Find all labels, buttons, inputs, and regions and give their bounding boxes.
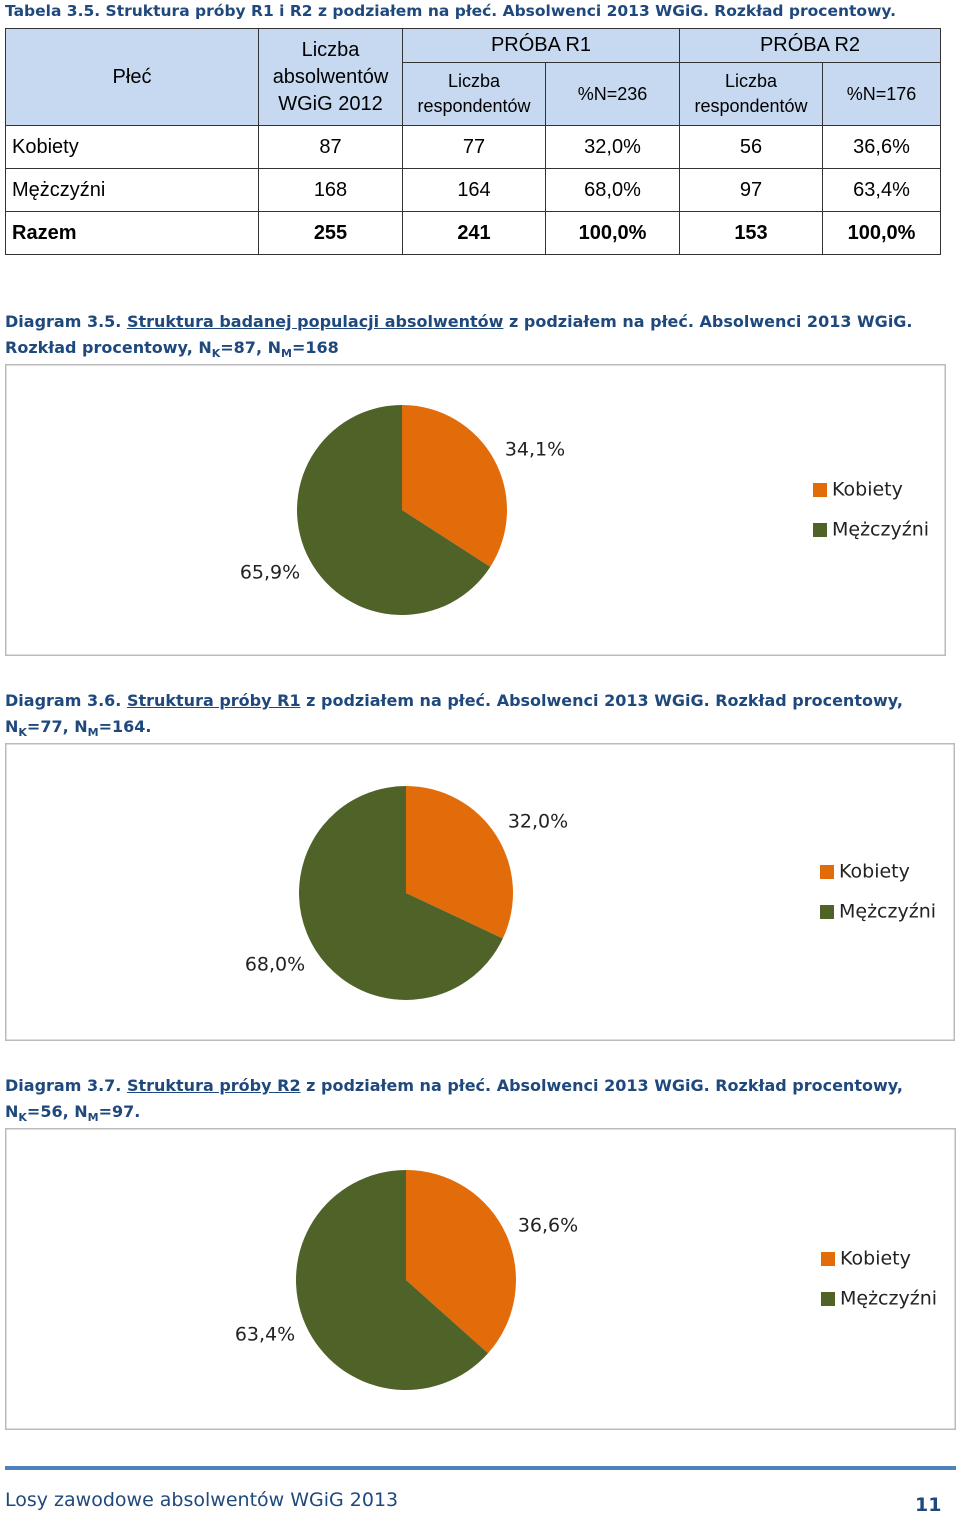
legend-label: Mężczyźni — [832, 519, 929, 541]
header-cell: %N=176 — [822, 62, 941, 126]
caption-text: M — [280, 347, 292, 361]
table-cell: 168 — [258, 168, 403, 212]
legend-swatch — [820, 905, 834, 919]
pie-chart: 32,0% Kobiety 68,0% Mężczyźni — [5, 743, 955, 1041]
header-text: Liczba — [301, 38, 360, 61]
caption-text: =164. — [98, 717, 152, 736]
table-cell: Mężczyźni — [5, 168, 259, 212]
caption-text: Struktura badanej populacji absolwentów — [126, 312, 504, 331]
caption-text: Diagram 3.7. — [5, 1076, 127, 1095]
caption-text: Diagram 3.6. — [5, 691, 127, 710]
table-cell: 32,0% — [545, 125, 680, 169]
legend-swatch — [821, 1252, 835, 1266]
header-cell: Liczba respondentów — [402, 62, 546, 126]
pie-slice — [402, 405, 507, 567]
caption-text: K — [211, 347, 221, 361]
data-label: 36,6% — [518, 1215, 578, 1237]
data-label: 34,1% — [505, 439, 565, 461]
table-caption: Tabela 3.5. Struktura próby R1 i R2 z po… — [5, 2, 896, 20]
caption-text: =56, N — [26, 1102, 88, 1121]
caption-text: =87, N — [220, 338, 281, 357]
table-cell: Razem — [5, 211, 259, 255]
caption-text: =168 — [291, 338, 339, 357]
caption-text: Struktura próby R1 — [126, 691, 301, 710]
caption-text: K — [18, 1111, 27, 1125]
caption-text: z podziałem na płeć. Absolwenci 2013 WGi… — [5, 1076, 904, 1121]
caption-text: K — [18, 726, 27, 740]
header-text: Liczba — [447, 71, 501, 91]
caption-text: M — [87, 726, 99, 740]
legend-swatch — [821, 1292, 835, 1306]
table-cell: 241 — [402, 211, 546, 255]
table-cell: 56 — [679, 125, 823, 169]
caption-text: Struktura próby R2 — [126, 1076, 301, 1095]
pie-chart: 34,1% Kobiety 65,9% Mężczyźni — [5, 364, 946, 656]
caption-text: =97. — [98, 1102, 141, 1121]
chart-caption: Diagram 3.7. Struktura próby R2 z podzia… — [5, 1073, 955, 1131]
header-text: respondentów — [694, 96, 808, 116]
table-cell: 63,4% — [822, 168, 941, 212]
table-cell: 36,6% — [822, 125, 941, 169]
pie-slice — [406, 1170, 516, 1354]
table-cell: 100,0% — [822, 211, 941, 255]
table-cell: Kobiety — [5, 125, 259, 169]
pie-slice — [295, 1170, 489, 1390]
footer-text: Losy zawodowe absolwentów WGiG 2013 — [5, 1489, 399, 1511]
caption-text: Diagram 3.5. — [5, 312, 127, 331]
legend-label: Kobiety — [840, 1248, 911, 1270]
legend-label: Kobiety — [832, 479, 903, 501]
legend-label: Mężczyźni — [840, 1288, 937, 1310]
header-cell: PRÓBA R1 — [402, 28, 680, 63]
legend-swatch — [820, 865, 834, 879]
table-cell: 77 — [402, 125, 546, 169]
pie-slice — [299, 786, 503, 1000]
table: Płeć Liczba absolwentów WGiG 2012 PRÓBA R1… — [5, 28, 941, 255]
table-cell: 164 — [402, 168, 546, 212]
data-label: 32,0% — [508, 811, 568, 833]
caption-text: z podziałem na płeć. Absolwenci 2013 WGi… — [5, 312, 913, 357]
header-text: Liczba — [724, 71, 778, 91]
header-text: WGiG 2012 — [278, 92, 383, 115]
table-cell: 68,0% — [545, 168, 680, 212]
legend-label: Kobiety — [839, 861, 910, 883]
legend-swatch — [813, 483, 827, 497]
legend-swatch — [813, 523, 827, 537]
table-cell: 153 — [679, 211, 823, 255]
header-text: respondentów — [417, 96, 531, 116]
header-text: absolwentów — [272, 65, 389, 88]
data-label: 65,9% — [240, 562, 300, 584]
caption-text: M — [87, 1111, 99, 1125]
chart-caption: Diagram 3.5. Struktura badanej populacji… — [5, 309, 955, 367]
caption-text: =77, N — [26, 717, 88, 736]
header-cell: PRÓBA R2 — [679, 28, 941, 63]
header-cell: Płeć — [5, 28, 259, 126]
header-cell: %N=236 — [545, 62, 680, 126]
header-cell: Liczba absolwentów WGiG 2012 — [258, 28, 403, 126]
header-cell: Liczba respondentów — [679, 62, 823, 126]
table-cell: 97 — [679, 168, 823, 212]
footer-rule — [5, 1466, 956, 1470]
table-cell: 255 — [258, 211, 403, 255]
page-number: 11 — [915, 1494, 942, 1516]
legend-label: Mężczyźni — [839, 901, 936, 923]
pie-slice — [406, 786, 513, 939]
data-label: 68,0% — [245, 954, 305, 976]
caption-text: z podziałem na płeć. Absolwenci 2013 WGi… — [5, 691, 904, 736]
chart-caption: Diagram 3.6. Struktura próby R1 z podzia… — [5, 688, 955, 746]
pie-slice — [297, 405, 491, 615]
pie-chart: 36,6% Kobiety 63,4% Mężczyźni — [5, 1128, 956, 1430]
data-label: 63,4% — [235, 1324, 295, 1346]
table-cell: 87 — [258, 125, 403, 169]
table-cell: 100,0% — [545, 211, 680, 255]
